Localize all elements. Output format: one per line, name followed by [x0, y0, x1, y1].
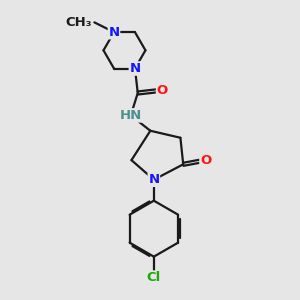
Text: N: N	[108, 26, 119, 39]
Text: CH₃: CH₃	[65, 16, 92, 29]
Text: N: N	[129, 62, 140, 75]
Text: O: O	[200, 154, 211, 166]
Text: HN: HN	[120, 109, 142, 122]
Text: N: N	[148, 173, 159, 186]
Text: O: O	[157, 84, 168, 97]
Text: Cl: Cl	[147, 271, 161, 284]
